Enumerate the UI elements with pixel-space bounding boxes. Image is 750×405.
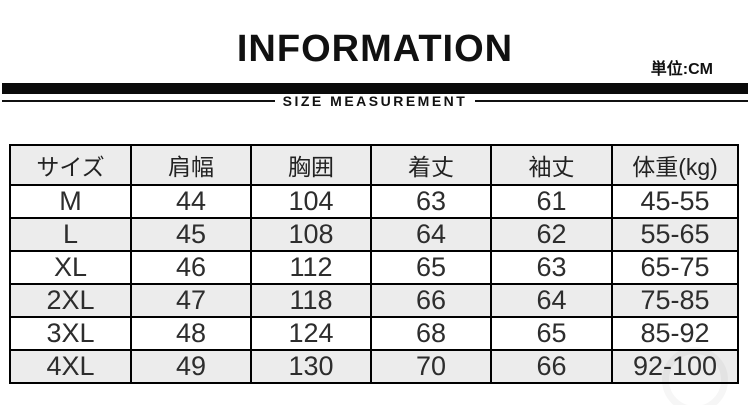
- cell-value: 44: [130, 184, 252, 219]
- cell-value: 118: [250, 283, 372, 318]
- cell-value: 124: [250, 316, 372, 351]
- table-row: M 44 104 63 61 45-55: [9, 184, 739, 219]
- cell-value: 75-85: [611, 283, 739, 318]
- col-header-length: 着丈: [370, 144, 492, 186]
- section-label: SIZE MEASUREMENT: [282, 93, 468, 109]
- cell-value: 108: [250, 217, 372, 252]
- cell-value: 64: [490, 283, 613, 318]
- cell-value: 64: [370, 217, 492, 252]
- cell-value: 65-75: [611, 250, 739, 285]
- table-row: XL 46 112 65 63 65-75: [9, 250, 739, 285]
- table-row: 4XL 49 130 70 66 92-100: [9, 349, 739, 384]
- cell-size: 4XL: [9, 349, 132, 384]
- cell-value: 49: [130, 349, 252, 384]
- rule-right: [475, 100, 748, 102]
- cell-value: 45-55: [611, 184, 739, 219]
- cell-value: 68: [370, 316, 492, 351]
- col-header-size: サイズ: [9, 144, 132, 186]
- cell-value: 63: [370, 184, 492, 219]
- cell-size: XL: [9, 250, 132, 285]
- cell-value: 65: [490, 316, 613, 351]
- col-header-shoulder: 肩幅: [130, 144, 252, 186]
- cell-size: M: [9, 184, 132, 219]
- table-row: L 45 108 64 62 55-65: [9, 217, 739, 252]
- cell-value: 46: [130, 250, 252, 285]
- col-header-sleeve: 袖丈: [490, 144, 613, 186]
- cell-value: 70: [370, 349, 492, 384]
- col-header-chest: 胸囲: [250, 144, 372, 186]
- cell-size: L: [9, 217, 132, 252]
- rule-left: [2, 100, 275, 102]
- cell-value: 48: [130, 316, 252, 351]
- cell-size: 3XL: [9, 316, 132, 351]
- table-header-row: サイズ 肩幅 胸囲 着丈 袖丈 体重(kg): [9, 144, 739, 186]
- cell-value: 45: [130, 217, 252, 252]
- cell-value: 55-65: [611, 217, 739, 252]
- table-row: 3XL 48 124 68 65 85-92: [9, 316, 739, 351]
- col-header-weight: 体重(kg): [611, 144, 739, 186]
- cell-value: 62: [490, 217, 613, 252]
- cell-value: 66: [370, 283, 492, 318]
- cell-value: 85-92: [611, 316, 739, 351]
- section-heading: SIZE MEASUREMENT: [2, 92, 748, 110]
- cell-value: 65: [370, 250, 492, 285]
- cell-size: 2XL: [9, 283, 132, 318]
- cell-value: 66: [490, 349, 613, 384]
- cell-value: 112: [250, 250, 372, 285]
- page-title: INFORMATION: [236, 28, 514, 70]
- size-measurement-table: サイズ 肩幅 胸囲 着丈 袖丈 体重(kg) M 44 104 63 61 45…: [9, 144, 739, 384]
- cell-value: 92-100: [611, 349, 739, 384]
- table-row: 2XL 47 118 66 64 75-85: [9, 283, 739, 318]
- cell-value: 47: [130, 283, 252, 318]
- unit-label: 単位:CM: [650, 61, 713, 78]
- cell-value: 104: [250, 184, 372, 219]
- cell-value: 63: [490, 250, 613, 285]
- cell-value: 61: [490, 184, 613, 219]
- cell-value: 130: [250, 349, 372, 384]
- divider-bar: [2, 83, 748, 94]
